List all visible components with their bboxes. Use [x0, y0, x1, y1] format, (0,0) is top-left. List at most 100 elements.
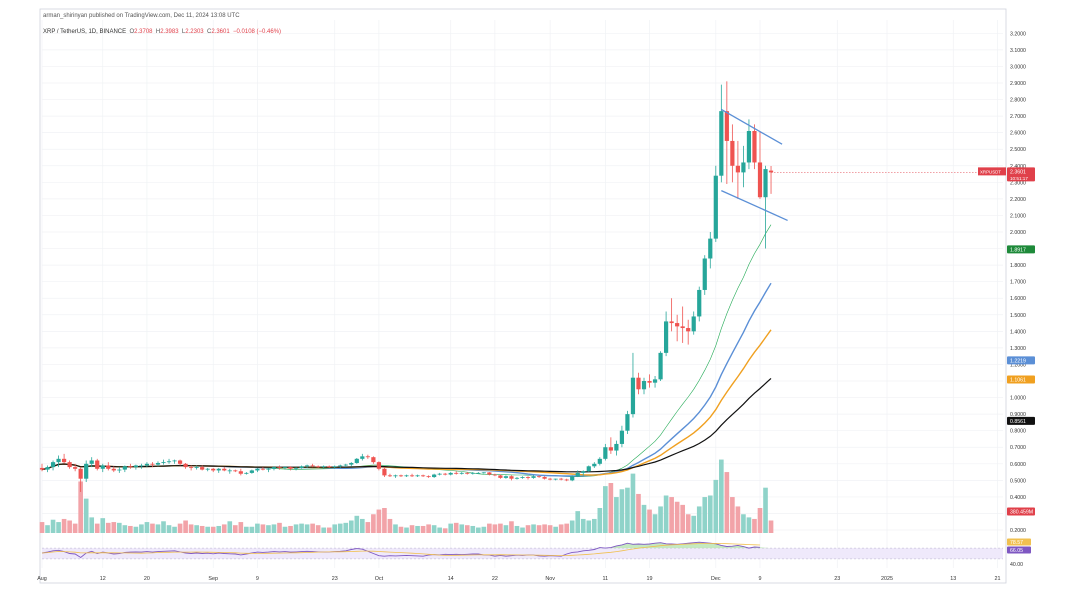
- candle-body: [409, 475, 415, 477]
- volume-bar: [117, 522, 122, 533]
- volume-bar: [437, 527, 442, 533]
- price-badge-value: 1.2219: [1010, 358, 1026, 364]
- candle-body: [111, 468, 116, 471]
- volume-bar: [221, 524, 227, 533]
- candle-body: [647, 381, 652, 383]
- time-tick-label: 11: [603, 576, 609, 582]
- volume-bar: [470, 525, 476, 533]
- candle-body: [752, 131, 757, 163]
- candle-body: [150, 463, 155, 465]
- volume-bar: [580, 518, 586, 533]
- volume-bar: [420, 525, 426, 533]
- candle-body: [100, 465, 105, 469]
- candle-body: [724, 111, 729, 141]
- volume-bar: [210, 526, 216, 533]
- close-value: 2.3601: [211, 29, 230, 35]
- price-tick-label: 1.7000: [1010, 280, 1026, 286]
- candle-body: [50, 462, 56, 468]
- volume-bar: [415, 525, 420, 533]
- volume-bar: [89, 517, 95, 533]
- close-label: C: [206, 29, 212, 35]
- candle-body: [641, 381, 647, 390]
- volume-bar: [509, 521, 514, 533]
- time-tick-label: Aug: [37, 576, 47, 582]
- candle-body: [514, 477, 520, 479]
- volume-bar: [614, 497, 619, 533]
- volume-bar: [696, 506, 702, 533]
- candle-body: [498, 475, 503, 478]
- volume-bar: [61, 518, 67, 533]
- volume-bar: [398, 526, 404, 533]
- price-tick-label: 1.6000: [1010, 296, 1026, 302]
- candle-body: [189, 467, 194, 468]
- volume-bar: [393, 524, 398, 533]
- candle-body: [619, 430, 625, 444]
- candle-body: [316, 466, 321, 468]
- volume-bar: [348, 520, 354, 533]
- volume-bar: [503, 525, 509, 533]
- candle-body: [387, 475, 393, 477]
- volume-bar: [525, 525, 531, 533]
- candle-body: [481, 472, 486, 474]
- volume-bar: [625, 487, 630, 533]
- moving-averages: [41, 224, 772, 478]
- rsi-value-label: 40.00: [1010, 562, 1023, 568]
- price-tick-label: 0.5000: [1010, 478, 1026, 484]
- candle-body: [548, 478, 553, 480]
- candle-body: [343, 464, 348, 466]
- volume-bar: [669, 497, 674, 533]
- candle-body: [553, 478, 558, 480]
- volume-bar: [658, 506, 663, 533]
- candle-body: [454, 472, 459, 474]
- volume-bar: [83, 498, 89, 533]
- rsi-band: [42, 548, 1003, 559]
- price-tick-label: 1.4000: [1010, 329, 1026, 335]
- time-tick-label: 2025: [881, 576, 893, 582]
- candle-body: [559, 478, 564, 480]
- volume-bar: [597, 508, 603, 533]
- time-tick-label: Sep: [208, 576, 218, 582]
- volume-bar: [464, 525, 470, 533]
- time-tick-label: 21: [994, 576, 1000, 582]
- volume-bar: [161, 521, 166, 533]
- price-tick-label: 2.3000: [1010, 180, 1026, 186]
- volume-bar: [94, 523, 100, 533]
- volume-bar: [260, 524, 266, 533]
- price-tick-label: 2.6000: [1010, 131, 1026, 137]
- low-value: 2.2303: [185, 29, 204, 35]
- volume-bar: [674, 501, 680, 533]
- volume-bar: [735, 506, 741, 533]
- volume-bar: [105, 522, 111, 533]
- candle-body: [332, 466, 337, 468]
- volume-bar: [100, 518, 106, 533]
- candle-body: [39, 467, 45, 470]
- volume-bar: [702, 497, 708, 533]
- volume-bar: [183, 520, 188, 533]
- time-tick-label: 20: [144, 576, 150, 582]
- price-tick-label: 2.7000: [1010, 114, 1026, 120]
- candle-body: [166, 461, 172, 463]
- price-axis: 0.20000.30000.40000.50000.60000.70000.80…: [1010, 31, 1026, 534]
- candle-body: [581, 471, 586, 473]
- candle-body: [45, 467, 50, 470]
- candle-body: [354, 458, 359, 463]
- chart-frame: [39, 8, 1007, 584]
- candle-body: [426, 476, 431, 478]
- candle-body: [398, 475, 404, 477]
- volume-bar: [78, 481, 83, 533]
- volume-bar: [45, 525, 50, 533]
- volume-bars: [39, 459, 774, 533]
- rsi-ma-line: [41, 542, 761, 556]
- time-tick-label: Dec: [711, 576, 721, 582]
- candle-body: [652, 379, 658, 383]
- candle-body: [277, 467, 282, 468]
- volume-bar: [575, 511, 581, 533]
- candle-body: [200, 467, 205, 470]
- candle-body: [349, 462, 354, 465]
- candle-body: [266, 468, 271, 470]
- trendline: [721, 108, 783, 145]
- volume-bar: [431, 525, 437, 533]
- rsi-pane: 78.57 66.05 40.00: [41, 538, 1031, 568]
- current-price-value: 2.3601: [1010, 169, 1026, 175]
